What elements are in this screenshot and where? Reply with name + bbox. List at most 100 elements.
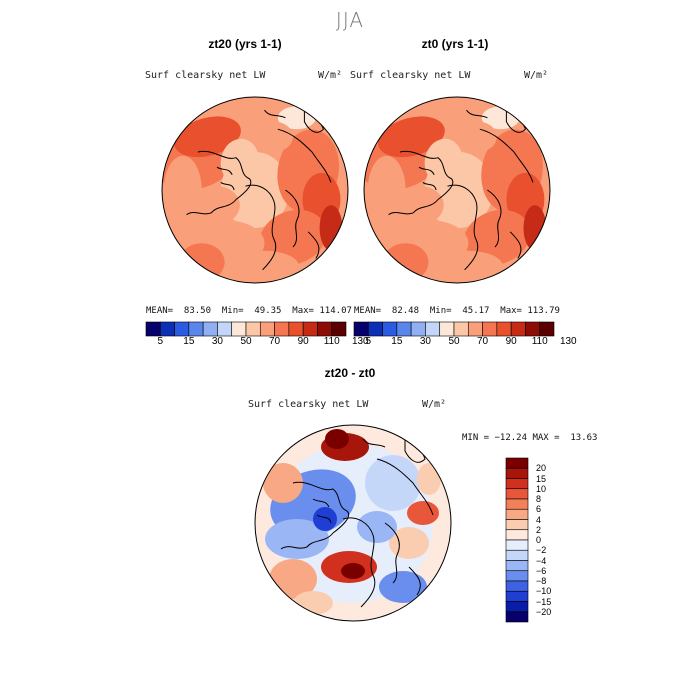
colorbar-bin — [539, 321, 555, 337]
colorbar-bin — [367, 321, 383, 337]
colorbar-bin — [202, 321, 218, 337]
field-patch — [163, 155, 202, 225]
field-patch — [523, 205, 547, 251]
colorbar-tick-label: 90 — [297, 336, 309, 347]
colorbar-bin — [145, 321, 161, 337]
colorbar-bin — [231, 321, 247, 337]
colorbar-bin — [505, 508, 529, 520]
coastline-segment — [245, 184, 277, 271]
colorbar-bin — [259, 321, 275, 337]
map-field — [255, 425, 451, 621]
colorbar-tick-label: 8 — [536, 494, 542, 504]
colorbar-bin — [396, 321, 412, 337]
colorbar-tick-label: −2 — [536, 545, 547, 556]
field-patch — [379, 571, 427, 603]
panel-2-statistics: MEAN= 82.48 Min= 45.17 Max= 113.79 — [354, 306, 560, 316]
colorbar-bin — [482, 321, 498, 337]
colorbar-bin — [496, 321, 512, 337]
diff-panel-variable-label: Surf clearsky net LW — [248, 399, 369, 410]
colorbar-bin — [505, 498, 529, 510]
coastline-segment — [408, 566, 421, 596]
field-patch — [230, 250, 299, 282]
coastline — [388, 105, 534, 271]
colorbar-bin — [505, 570, 529, 582]
colorbar-tick-label: 15 — [536, 473, 547, 484]
colorbar-bin — [453, 321, 469, 337]
panel-1-colorbar — [145, 321, 347, 337]
colorbar-tick-label: −4 — [536, 555, 547, 566]
colorbar-bin — [505, 467, 529, 479]
colorbar-bin — [505, 457, 529, 469]
colorbar-bin — [245, 321, 261, 337]
map-field — [364, 97, 550, 283]
field-patch — [220, 138, 259, 185]
field-patch — [255, 121, 293, 152]
panel-2-colorbar — [353, 321, 555, 337]
map-field — [162, 97, 348, 283]
colorbar-bin — [510, 321, 526, 337]
colorbar-bin — [505, 539, 529, 551]
field-patch — [417, 463, 441, 495]
coastline-segment — [277, 128, 332, 183]
diff-statistics: MIN = −12.24 MAX = 13.63 — [462, 433, 598, 443]
panel-2-title: zt0 (yrs 1-1) — [421, 37, 489, 51]
diff-panel-units: W/m² — [422, 399, 447, 410]
colorbar-bin — [425, 321, 441, 337]
field-patch — [341, 563, 365, 579]
coastline-segment — [186, 150, 252, 216]
colorbar-bin — [505, 488, 529, 500]
coastline-segment — [285, 189, 300, 248]
field-patch — [458, 121, 497, 152]
coastline-segment — [216, 166, 235, 191]
colorbar-bin — [439, 321, 455, 337]
colorbar-bin — [505, 590, 529, 602]
coastline — [186, 105, 332, 271]
colorbar-tick-label: 110 — [531, 336, 548, 347]
coastline-segment — [264, 109, 286, 119]
colorbar-tick-label: 15 — [183, 336, 195, 347]
colorbar-bin — [274, 321, 290, 337]
colorbar-bin — [505, 560, 529, 572]
field-patch — [194, 186, 240, 225]
colorbar-tick-label: 130 — [559, 336, 577, 347]
colorbar-tick-label: 10 — [536, 483, 547, 494]
colorbar-tick-label: 90 — [505, 336, 517, 347]
colorbar-tick-label: 2 — [536, 524, 542, 535]
panel-1-colorbar-ticks: 5 15 30 50 70 90 110 130 — [146, 336, 369, 350]
colorbar-bin — [505, 611, 529, 623]
colorbar-tick-label: 130 — [351, 336, 369, 347]
coastline-segment — [487, 189, 502, 248]
colorbar-tick-label: 5 — [157, 336, 164, 347]
colorbar-bin — [505, 601, 529, 613]
field-patch — [463, 209, 531, 266]
coastline-segment — [509, 231, 522, 259]
colorbar-tick-label: 30 — [419, 336, 431, 347]
colorbar-bin — [525, 321, 541, 337]
field-patch — [174, 116, 241, 158]
panel-1-variable-label: Surf clearsky net LW — [145, 70, 266, 81]
colorbar-tick-label: −20 — [536, 606, 552, 617]
colorbar-bin — [217, 321, 233, 337]
coastline-segment — [384, 522, 400, 584]
colorbar-bin — [302, 321, 318, 337]
colorbar-bin — [505, 580, 529, 592]
colorbar-bin — [174, 321, 190, 337]
panel-2-colorbar-ticks: 5 15 30 50 70 90 110 130 — [354, 336, 577, 350]
colorbar-tick-label: −6 — [536, 565, 547, 576]
colorbar-tick-label: 70 — [477, 336, 489, 347]
panel-1-title: zt20 (yrs 1-1) — [208, 37, 282, 51]
panel-2-polar-map — [363, 96, 551, 284]
map-boundary — [161, 96, 349, 284]
colorbar-tick-label: 50 — [240, 336, 252, 347]
panel-2-units: W/m² — [524, 70, 549, 81]
map-boundary — [254, 424, 452, 622]
colorbar-bin — [410, 321, 426, 337]
colorbar-bin — [331, 321, 347, 337]
colorbar-bin — [382, 321, 398, 337]
panel-2-variable-label: Surf clearsky net LW — [350, 70, 471, 81]
colorbar-tick-label: −15 — [536, 596, 552, 607]
coastline-segment — [388, 150, 454, 216]
field-patch — [424, 138, 463, 185]
coastline-segment — [312, 498, 332, 524]
coastline-segment — [362, 438, 386, 448]
